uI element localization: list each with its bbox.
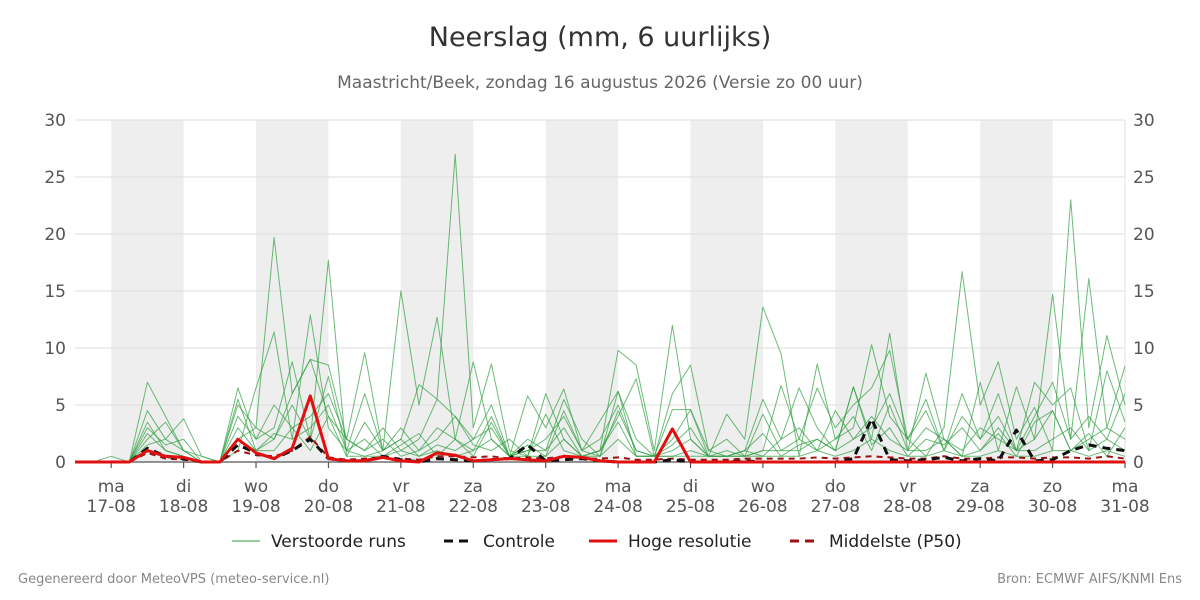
x-tick-day-label: do [825,477,846,497]
x-tick-day-label: zo [1043,477,1062,497]
y-tick-label-left: 30 [44,111,66,131]
series-line-verstoorde-run [75,376,1126,463]
x-tick-date-label: 17-08 [87,497,136,517]
x-tick-date-label: 18-08 [159,497,208,517]
chart-subtitle: Maastricht/Beek, zondag 16 augustus 2026… [337,73,863,93]
x-tick-day-label: za [971,477,990,497]
series-line-verstoorde-run [75,393,1126,463]
y-tick-label-right: 5 [1133,396,1144,416]
y-tick-label-left: 10 [44,339,66,359]
y-tick-label-left: 20 [44,225,66,245]
x-tick-day-label: vr [899,477,916,497]
y-tick-label-left: 0 [55,453,66,473]
series-line-hoge-resolutie [75,394,1125,464]
y-tick-label-right: 25 [1133,168,1155,188]
x-tick-day-label: di [176,477,192,497]
x-tick-date-label: 26-08 [738,497,787,517]
legend-label: Verstoorde runs [271,532,406,552]
y-tick-label-right: 0 [1133,453,1144,473]
y-tick-label-left: 5 [55,396,66,416]
y-tick-label-right: 15 [1133,282,1155,302]
x-tick-date-label: 23-08 [521,497,570,517]
x-tick-date-label: 19-08 [231,497,280,517]
y-tick-label-right: 10 [1133,339,1155,359]
x-tick-day-label: vr [392,477,409,497]
series-line-verstoorde-run [75,386,1126,463]
x-tick-date-label: 28-08 [883,497,932,517]
chart-title: Neerslag (mm, 6 uurlijks) [428,22,772,53]
x-tick-day-label: wo [751,477,775,497]
legend-label: Middelste (P50) [829,532,962,552]
x-tick-day-label: zo [536,477,555,497]
x-tick-date-label: 20-08 [304,497,353,517]
series-line-middelste-p50 [75,435,1126,463]
x-tick-date-label: 29-08 [955,497,1004,517]
legend-label: Hoge resolutie [628,532,752,552]
x-tick-date-label: 24-08 [593,497,642,517]
x-tick-day-label: ma [605,477,632,497]
footer-source: Bron: ECMWF AIFS/KNMI Ens [997,572,1182,587]
y-tick-label-right: 30 [1133,111,1155,131]
x-tick-day-label: do [318,477,339,497]
x-tick-date-label: 31-08 [1100,497,1149,517]
x-tick-day-label: za [464,477,483,497]
x-tick-date-label: 27-08 [811,497,860,517]
y-tick-label-right: 20 [1133,225,1155,245]
x-tick-date-label: 25-08 [666,497,715,517]
footer-generator: Gegenereerd door MeteoVPS (meteo-service… [18,572,330,587]
x-tick-date-label: 22-08 [449,497,498,517]
x-tick-day-label: ma [98,477,125,497]
x-tick-day-label: di [683,477,699,497]
x-tick-date-label: 21-08 [376,497,425,517]
x-tick-date-label: 30-08 [1028,497,1077,517]
x-tick-day-label: wo [244,477,268,497]
legend-label: Controle [483,532,555,552]
y-tick-label-left: 15 [44,282,66,302]
x-tick-day-label: ma [1112,477,1139,497]
y-tick-label-left: 25 [44,168,66,188]
